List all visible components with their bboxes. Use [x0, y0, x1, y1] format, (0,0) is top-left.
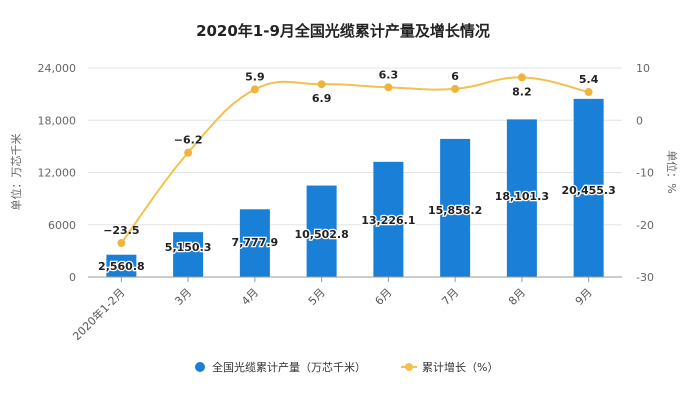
growth-value-label: 6.3	[379, 68, 399, 81]
bar	[440, 138, 471, 277]
y-tick-right: 10	[636, 62, 650, 75]
legend: 全国光缆累计产量（万芯千米） 累计增长（%）	[195, 360, 498, 374]
x-tick-label: 2020年1-2月	[70, 285, 128, 343]
y-tick-right: -30	[636, 271, 654, 284]
bar	[173, 232, 204, 277]
bar-value-label: 15,858.2	[428, 204, 482, 217]
bar	[239, 209, 270, 277]
x-tick-label: 6月	[373, 286, 395, 308]
legend-bar-marker	[195, 362, 205, 372]
x-tick-label: 8月	[506, 286, 528, 308]
bar	[506, 119, 537, 277]
growth-value-label: 8.2	[512, 85, 532, 98]
x-tick-label: 3月	[172, 286, 194, 308]
bar	[306, 185, 337, 277]
y-tick-left: 24,000	[38, 62, 77, 75]
growth-point	[384, 83, 393, 92]
growth-point	[117, 239, 126, 248]
growth-value-label: −23.5	[103, 224, 139, 237]
y-axis-left-label: 单位：万芯千米	[9, 134, 23, 211]
x-tick-label: 4月	[239, 286, 261, 308]
y-tick-right: -10	[636, 167, 654, 180]
legend-line-dot	[405, 363, 413, 371]
bar-value-label: 5,150.3	[165, 241, 212, 254]
bar-value-label: 18,101.3	[495, 190, 549, 203]
growth-value-label: 6	[451, 70, 459, 83]
growth-point	[250, 85, 259, 94]
legend-item-production[interactable]: 全国光缆累计产量（万芯千米）	[195, 360, 366, 374]
x-tick-label: 9月	[573, 286, 595, 308]
bar-value-label: 13,226.1	[361, 214, 415, 227]
y-tick-left: 18,000	[38, 114, 77, 127]
x-tick-label: 7月	[439, 286, 461, 308]
bar-value-label: 7,777.9	[232, 236, 279, 249]
y-tick-left: 0	[69, 271, 76, 284]
x-tick-label: 5月	[306, 286, 328, 308]
y-tick-right: -20	[636, 219, 654, 232]
growth-point	[317, 80, 326, 89]
growth-point	[517, 73, 526, 82]
bar	[373, 161, 404, 277]
y-tick-right: 0	[636, 114, 643, 127]
y-tick-left: 6000	[48, 219, 76, 232]
growth-value-label: 6.9	[312, 92, 332, 105]
growth-value-label: −6.2	[174, 134, 203, 147]
legend-label: 累计增长（%）	[422, 360, 498, 374]
growth-point	[184, 148, 193, 157]
legend-item-growth[interactable]: 累计增长（%）	[401, 360, 498, 374]
y-axis-right-label: 单位：%	[665, 150, 679, 193]
bar-value-label: 20,455.3	[561, 184, 615, 197]
legend-label: 全国光缆累计产量（万芯千米）	[212, 360, 366, 374]
growth-value-label: 5.9	[245, 70, 265, 83]
chart-title: 2020年1-9月全国光缆累计产量及增长情况	[196, 22, 490, 40]
growth-point	[451, 84, 460, 93]
bar-value-label: 10,502.8	[294, 228, 348, 241]
growth-value-label: 5.4	[579, 73, 599, 86]
y-tick-left: 12,000	[38, 167, 77, 180]
bar-value-label: 2,560.8	[98, 260, 145, 273]
bar	[106, 254, 137, 277]
growth-point	[584, 88, 593, 97]
bar	[573, 98, 604, 277]
